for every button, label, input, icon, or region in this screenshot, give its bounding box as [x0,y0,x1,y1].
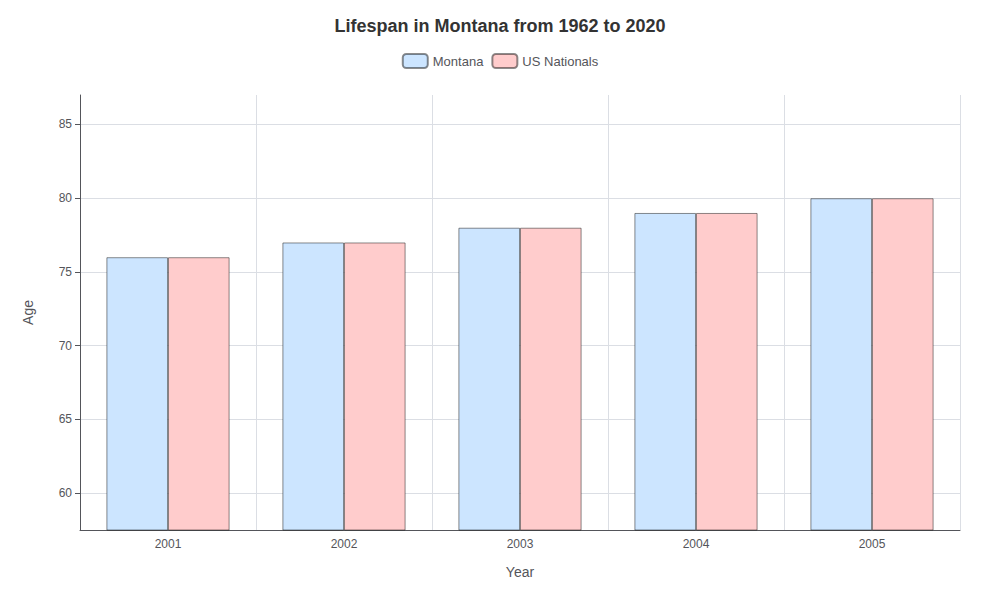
svg-text:Montana: Montana [433,54,484,69]
svg-text:2005: 2005 [859,537,886,551]
svg-text:2001: 2001 [155,537,182,551]
svg-text:65: 65 [59,412,73,426]
svg-text:Lifespan in Montana from 1962: Lifespan in Montana from 1962 to 2020 [334,16,665,36]
svg-text:75: 75 [59,265,73,279]
svg-text:2004: 2004 [683,537,710,551]
svg-text:US Nationals: US Nationals [522,54,598,69]
svg-text:Age: Age [20,300,36,325]
svg-text:2003: 2003 [507,537,534,551]
svg-text:2002: 2002 [331,537,358,551]
svg-text:80: 80 [59,191,73,205]
svg-text:Year: Year [506,564,535,580]
svg-text:60: 60 [59,486,73,500]
svg-text:70: 70 [59,339,73,353]
svg-text:85: 85 [59,117,73,131]
